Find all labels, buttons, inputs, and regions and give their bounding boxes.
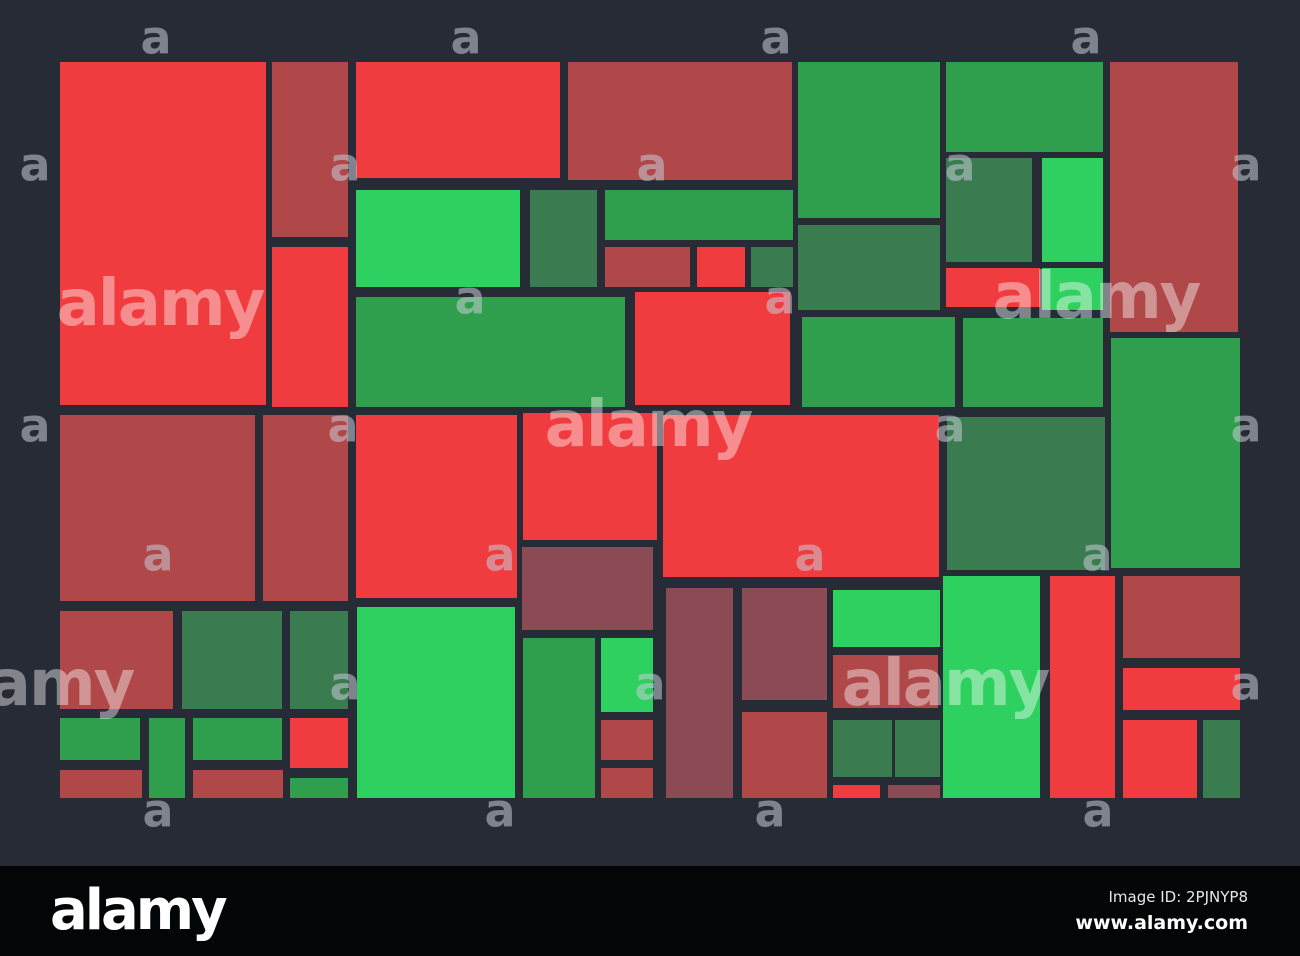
treemap-tile-K2 xyxy=(666,588,733,798)
treemap-tile-G6 xyxy=(357,607,515,798)
treemap-tile-J4 xyxy=(601,720,653,760)
treemap-tile-K4 xyxy=(742,712,827,798)
treemap-tile-X xyxy=(1042,268,1103,310)
treemap-tile-G3 xyxy=(60,611,173,709)
treemap-tile-E xyxy=(568,62,792,180)
treemap-tile-U xyxy=(663,415,939,577)
treemap-tile-Y xyxy=(1111,338,1240,568)
treemap-tile-PP xyxy=(888,785,940,798)
treemap-tile-W xyxy=(946,268,1040,307)
treemap-tile-H6 xyxy=(290,718,348,768)
treemap-tile-CC xyxy=(1123,576,1240,658)
treemap-tile-MM xyxy=(833,720,892,777)
treemap-tile-F xyxy=(356,190,520,287)
treemap-tile-G xyxy=(530,190,597,287)
treemap-tile-Z xyxy=(947,417,1105,570)
treemap-tile-LL xyxy=(833,655,938,708)
image-id-text: Image ID: 2PJNYP8 xyxy=(1108,888,1248,906)
treemap-tile-R xyxy=(802,317,955,407)
footer-bar: alamy Image ID: 2PJNYP8 www.alamy.com xyxy=(0,866,1300,956)
treemap-tile-L xyxy=(356,297,625,407)
treemap-tile-OO xyxy=(833,785,880,798)
treemap-tile-J5 xyxy=(601,768,653,798)
treemap-board xyxy=(60,62,1240,798)
treemap-tile-NN xyxy=(895,720,940,777)
treemap-tile-DD xyxy=(1123,668,1240,710)
treemap-tile-A xyxy=(60,62,266,405)
treemap-tile-H5 xyxy=(193,770,283,798)
treemap-tile-T3 xyxy=(356,415,517,598)
treemap-tile-K3 xyxy=(742,588,827,700)
alamy-url-text: www.alamy.com xyxy=(1075,912,1248,934)
treemap-tile-T2 xyxy=(263,415,348,601)
treemap-tile-B xyxy=(272,62,348,237)
treemap-tile-N2 xyxy=(798,225,940,310)
treemap-tile-H4 xyxy=(193,718,282,760)
treemap-tile-J3 xyxy=(601,638,653,712)
treemap-tile-EE xyxy=(1123,720,1197,798)
treemap-tile-D xyxy=(356,62,560,178)
footer-meta: Image ID: 2PJNYP8 www.alamy.com xyxy=(1075,888,1248,934)
treemap-tile-H7 xyxy=(290,778,348,798)
treemap-tile-H3 xyxy=(149,718,185,798)
treemap-tile-H xyxy=(605,190,793,240)
treemap-tile-T4 xyxy=(523,413,657,540)
treemap-tile-S xyxy=(963,318,1103,407)
treemap-tile-P xyxy=(1110,62,1238,332)
treemap-tile-H1 xyxy=(60,718,140,760)
treemap-tile-K xyxy=(751,247,793,287)
treemap-tile-H2 xyxy=(60,770,142,798)
treemap-tile-J2 xyxy=(523,638,595,798)
alamy-logo: alamy xyxy=(50,878,228,943)
treemap-tile-O xyxy=(946,62,1103,152)
treemap-tile-N xyxy=(798,62,940,218)
treemap-tile-AA xyxy=(943,576,1040,798)
treemap-tile-V xyxy=(1042,158,1103,262)
treemap-tile-M xyxy=(635,292,790,405)
treemap-tile-FF xyxy=(1203,720,1240,798)
treemap-tile-J xyxy=(697,247,745,287)
treemap-tile-BB xyxy=(1050,576,1115,798)
treemap-tile-G4 xyxy=(182,611,282,709)
treemap-tile-GG xyxy=(833,590,940,647)
treemap-tile-I xyxy=(605,247,690,287)
treemap-tile-Q xyxy=(522,547,653,630)
treemap-tile-T1 xyxy=(60,415,255,601)
treemap-tile-G5 xyxy=(290,611,348,709)
treemap-tile-G2 xyxy=(946,158,1032,262)
treemap-tile-C xyxy=(272,247,348,407)
